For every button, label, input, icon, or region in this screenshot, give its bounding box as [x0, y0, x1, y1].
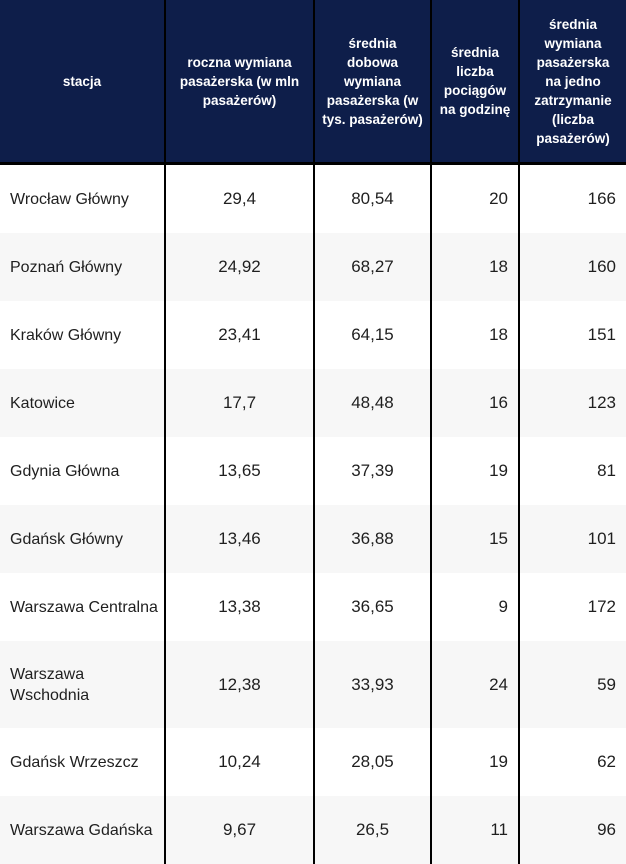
cell-daily-exchange: 26,5	[313, 796, 430, 864]
cell-trains-per-hour: 9	[430, 573, 518, 641]
cell-daily-exchange: 64,15	[313, 301, 430, 369]
cell-trains-per-hour: 20	[430, 165, 518, 233]
cell-station: Gdańsk Wrzeszcz	[10, 753, 139, 771]
table-row: Katowice 17,7 48,48 16 123	[0, 369, 626, 437]
cell-daily-exchange: 33,93	[313, 641, 430, 728]
cell-station: Gdańsk Główny	[10, 530, 123, 548]
column-header-station: stacja	[62, 73, 102, 89]
cell-daily-exchange: 68,27	[313, 233, 430, 301]
cell-station: Poznań Główny	[10, 258, 123, 276]
cell-station: Katowice	[10, 394, 75, 412]
cell-annual-exchange: 13,46	[164, 505, 313, 573]
cell-exchange-per-stop: 96	[518, 796, 626, 864]
cell-annual-exchange: 10,24	[164, 728, 313, 796]
cell-daily-exchange: 36,65	[313, 573, 430, 641]
cell-exchange-per-stop: 172	[518, 573, 626, 641]
cell-annual-exchange: 17,7	[164, 369, 313, 437]
cell-trains-per-hour: 19	[430, 728, 518, 796]
cell-station: Kraków Główny	[10, 326, 122, 344]
cell-daily-exchange: 48,48	[313, 369, 430, 437]
cell-annual-exchange: 9,67	[164, 796, 313, 864]
cell-trains-per-hour: 16	[430, 369, 518, 437]
cell-exchange-per-stop: 151	[518, 301, 626, 369]
cell-trains-per-hour: 11	[430, 796, 518, 864]
cell-annual-exchange: 13,65	[164, 437, 313, 505]
cell-trains-per-hour: 15	[430, 505, 518, 573]
cell-exchange-per-stop: 81	[518, 437, 626, 505]
cell-daily-exchange: 28,05	[313, 728, 430, 796]
cell-exchange-per-stop: 59	[518, 641, 626, 728]
table-header-row: stacja roczna wymiana pasażerska (w mln …	[0, 0, 626, 165]
table-row: Kraków Główny 23,41 64,15 18 151	[0, 301, 626, 369]
table-body: Wrocław Główny 29,4 80,54 20 166 Poznań …	[0, 165, 626, 864]
cell-exchange-per-stop: 123	[518, 369, 626, 437]
column-header-daily-exchange: średnia dobowa wymiana pasażerska (w tys…	[313, 0, 430, 162]
cell-station: Warszawa Wschodnia	[10, 665, 90, 704]
cell-station: Warszawa Centralna	[10, 598, 158, 616]
table-row: Gdynia Główna 13,65 37,39 19 81	[0, 437, 626, 505]
cell-station: Wrocław Główny	[10, 190, 129, 208]
cell-station: Gdynia Główna	[10, 462, 120, 480]
cell-daily-exchange: 80,54	[313, 165, 430, 233]
cell-annual-exchange: 12,38	[164, 641, 313, 728]
table-row: Poznań Główny 24,92 68,27 18 160	[0, 233, 626, 301]
cell-trains-per-hour: 18	[430, 301, 518, 369]
table-row: Gdańsk Wrzeszcz 10,24 28,05 19 62	[0, 728, 626, 796]
column-header-trains-per-hour: średnia liczba pociągów na godzinę	[430, 0, 518, 162]
cell-daily-exchange: 37,39	[313, 437, 430, 505]
cell-trains-per-hour: 18	[430, 233, 518, 301]
table-row: Gdańsk Główny 13,46 36,88 15 101	[0, 505, 626, 573]
table-row: Warszawa Wschodnia 12,38 33,93 24 59	[0, 641, 626, 728]
cell-exchange-per-stop: 166	[518, 165, 626, 233]
cell-trains-per-hour: 24	[430, 641, 518, 728]
cell-exchange-per-stop: 160	[518, 233, 626, 301]
cell-exchange-per-stop: 62	[518, 728, 626, 796]
cell-station: Warszawa Gdańska	[10, 821, 153, 839]
table-row: Warszawa Centralna 13,38 36,65 9 172	[0, 573, 626, 641]
column-header-annual-exchange: roczna wymiana pasażerska (w mln pasażer…	[164, 0, 313, 162]
cell-annual-exchange: 29,4	[164, 165, 313, 233]
cell-daily-exchange: 36,88	[313, 505, 430, 573]
table-row: Wrocław Główny 29,4 80,54 20 166	[0, 165, 626, 233]
cell-annual-exchange: 24,92	[164, 233, 313, 301]
cell-trains-per-hour: 19	[430, 437, 518, 505]
cell-annual-exchange: 13,38	[164, 573, 313, 641]
cell-exchange-per-stop: 101	[518, 505, 626, 573]
column-header-exchange-per-stop: średnia wymiana pasażerska na jedno zatr…	[518, 0, 626, 162]
cell-annual-exchange: 23,41	[164, 301, 313, 369]
table-row: Warszawa Gdańska 9,67 26,5 11 96	[0, 796, 626, 864]
